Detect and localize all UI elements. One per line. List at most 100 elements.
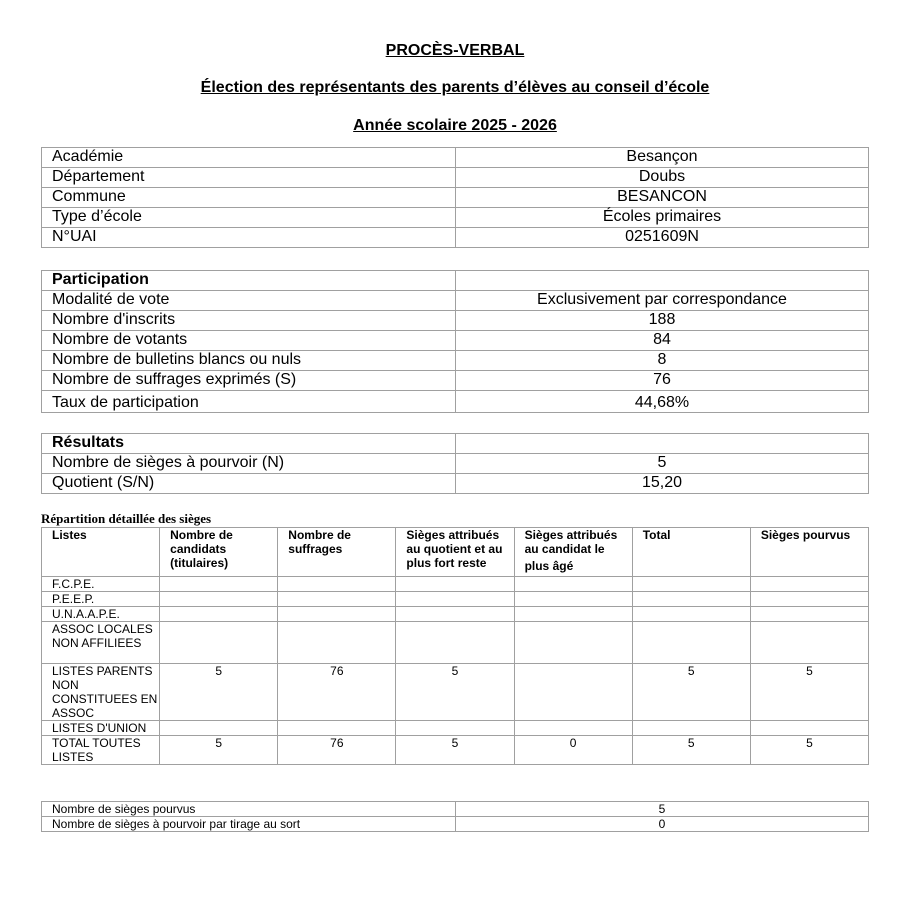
list-name: LISTES PARENTS NON CONSTITUEES EN ASSOC (40, 663, 161, 721)
cell-value (277, 606, 397, 622)
cell-value (159, 576, 279, 592)
school-info-row: Type d’école Écoles primaires (41, 207, 869, 228)
school-info-label: Département (41, 167, 456, 188)
school-year: Année scolaire 2025 - 2026 (353, 117, 557, 134)
results-label: Nombre de sièges à pourvoir (N) (41, 453, 456, 474)
summary-value: 0 (455, 816, 869, 832)
cell-value (631, 606, 751, 622)
results-table: Résultats Nombre de sièges à pourvoir (N… (41, 433, 869, 494)
cell-value (631, 591, 751, 607)
cell-value (513, 663, 633, 721)
participation-value: 8 (455, 350, 869, 371)
cell-value (159, 720, 279, 736)
summary-value: 5 (455, 801, 869, 817)
cell-value: 5 (395, 663, 515, 721)
cell-value (277, 591, 397, 607)
participation-label: Nombre de suffrages exprimés (S) (41, 370, 456, 391)
cell-value (159, 621, 279, 664)
cell-value: 5 (749, 663, 870, 721)
school-info-label: Commune (41, 187, 456, 208)
col-header: Nombre de suffrages (277, 527, 397, 577)
table-row: LISTES PARENTS NON CONSTITUEES EN ASSOC 5… (40, 663, 870, 721)
school-info-row: Commune BESANCON (41, 187, 869, 208)
participation-value: Exclusivement par correspondance (455, 290, 869, 311)
participation-row: Nombre de votants 84 (41, 330, 869, 351)
school-info-table: Académie Besançon Département Doubs Commune B… (41, 147, 869, 248)
cell-value (395, 720, 515, 736)
school-info-value: BESANCON (455, 187, 869, 208)
cell-value (277, 621, 397, 664)
cell-value (513, 591, 633, 607)
cell-value: 5 (749, 735, 870, 765)
participation-value: 84 (455, 330, 869, 351)
cell-value (277, 720, 397, 736)
results-value: 5 (455, 453, 869, 474)
participation-label: Nombre de votants (41, 330, 456, 351)
list-name: TOTAL TOUTES LISTES (40, 735, 161, 765)
table-row: P.E.E.P. (40, 591, 870, 607)
cell-value: 5 (395, 735, 515, 765)
participation-value: 44,68% (455, 390, 869, 413)
list-name: U.N.A.A.P.E. (40, 606, 161, 622)
cell-value (159, 591, 279, 607)
school-info-value: Écoles primaires (455, 207, 869, 228)
summary-row: Nombre de sièges pourvus 5 (41, 801, 869, 817)
results-row: Quotient (S/N) 15,20 (41, 473, 869, 494)
cell-value (749, 606, 870, 622)
school-info-value: Doubs (455, 167, 869, 188)
cell-value (631, 576, 751, 592)
cell-value (395, 591, 515, 607)
results-row: Nombre de sièges à pourvoir (N) 5 (41, 453, 869, 474)
table-row: TOTAL TOUTES LISTES 5 76 5 0 5 5 (40, 735, 870, 765)
school-info-label: N°UAI (41, 227, 456, 248)
participation-value: 76 (455, 370, 869, 391)
school-info-label: Type d’école (41, 207, 456, 228)
cell-value (749, 576, 870, 592)
participation-row: Nombre d'inscrits 188 (41, 310, 869, 331)
participation-table: Participation Modalité de vote Exclusivem… (41, 270, 869, 413)
participation-heading: Participation (41, 270, 456, 291)
participation-label: Modalité de vote (41, 290, 456, 311)
school-info-row: Département Doubs (41, 167, 869, 188)
school-info-label: Académie (41, 147, 456, 168)
cell-value: 5 (159, 735, 279, 765)
cell-value: 5 (631, 735, 751, 765)
col-header: Nombre de candidats (titulaires) (159, 527, 279, 577)
participation-label: Nombre d'inscrits (41, 310, 456, 331)
cell-value (277, 576, 397, 592)
table-row: F.C.P.E. (40, 576, 870, 592)
detail-title: Répartition détaillée des sièges (41, 511, 212, 526)
participation-row: Nombre de bulletins blancs ou nuls 8 (41, 350, 869, 371)
list-name: ASSOC LOCALES NON AFFILIEES (40, 621, 161, 664)
cell-value (513, 576, 633, 592)
summary-table: Nombre de sièges pourvus 5 Nombre de siège… (41, 801, 869, 832)
school-info-row: Académie Besançon (41, 147, 869, 168)
seat-distribution-table: Listes Nombre de candidats (titulaires) … (40, 527, 870, 765)
cell-value (749, 591, 870, 607)
summary-label: Nombre de sièges pourvus (41, 801, 456, 817)
cell-value (395, 606, 515, 622)
participation-value: 188 (455, 310, 869, 331)
cell-value: 76 (277, 663, 397, 721)
col-header: Sièges attribués au quotient et au plus … (395, 527, 515, 577)
cell-value: 5 (159, 663, 279, 721)
document-subtitle: Élection des représentants des parents d… (200, 79, 710, 96)
cell-value (513, 606, 633, 622)
cell-value: 0 (513, 735, 633, 765)
list-name: F.C.P.E. (40, 576, 161, 592)
participation-row: Nombre de suffrages exprimés (S) 76 (41, 370, 869, 391)
list-name: LISTES D'UNION (40, 720, 161, 736)
results-heading: Résultats (41, 433, 456, 454)
summary-label: Nombre de sièges à pourvoir par tirage a… (41, 816, 456, 832)
list-name: P.E.E.P. (40, 591, 161, 607)
summary-row: Nombre de sièges à pourvoir par tirage a… (41, 816, 869, 832)
cell-value: 5 (631, 663, 751, 721)
cell-value (631, 621, 751, 664)
participation-label: Nombre de bulletins blancs ou nuls (41, 350, 456, 371)
participation-row: Taux de participation 44,68% (41, 390, 869, 413)
cell-value (395, 576, 515, 592)
results-value: 15,20 (455, 473, 869, 494)
cell-value (513, 621, 633, 664)
table-row: ASSOC LOCALES NON AFFILIEES (40, 621, 870, 664)
school-info-row: N°UAI 0251609N (41, 227, 869, 248)
